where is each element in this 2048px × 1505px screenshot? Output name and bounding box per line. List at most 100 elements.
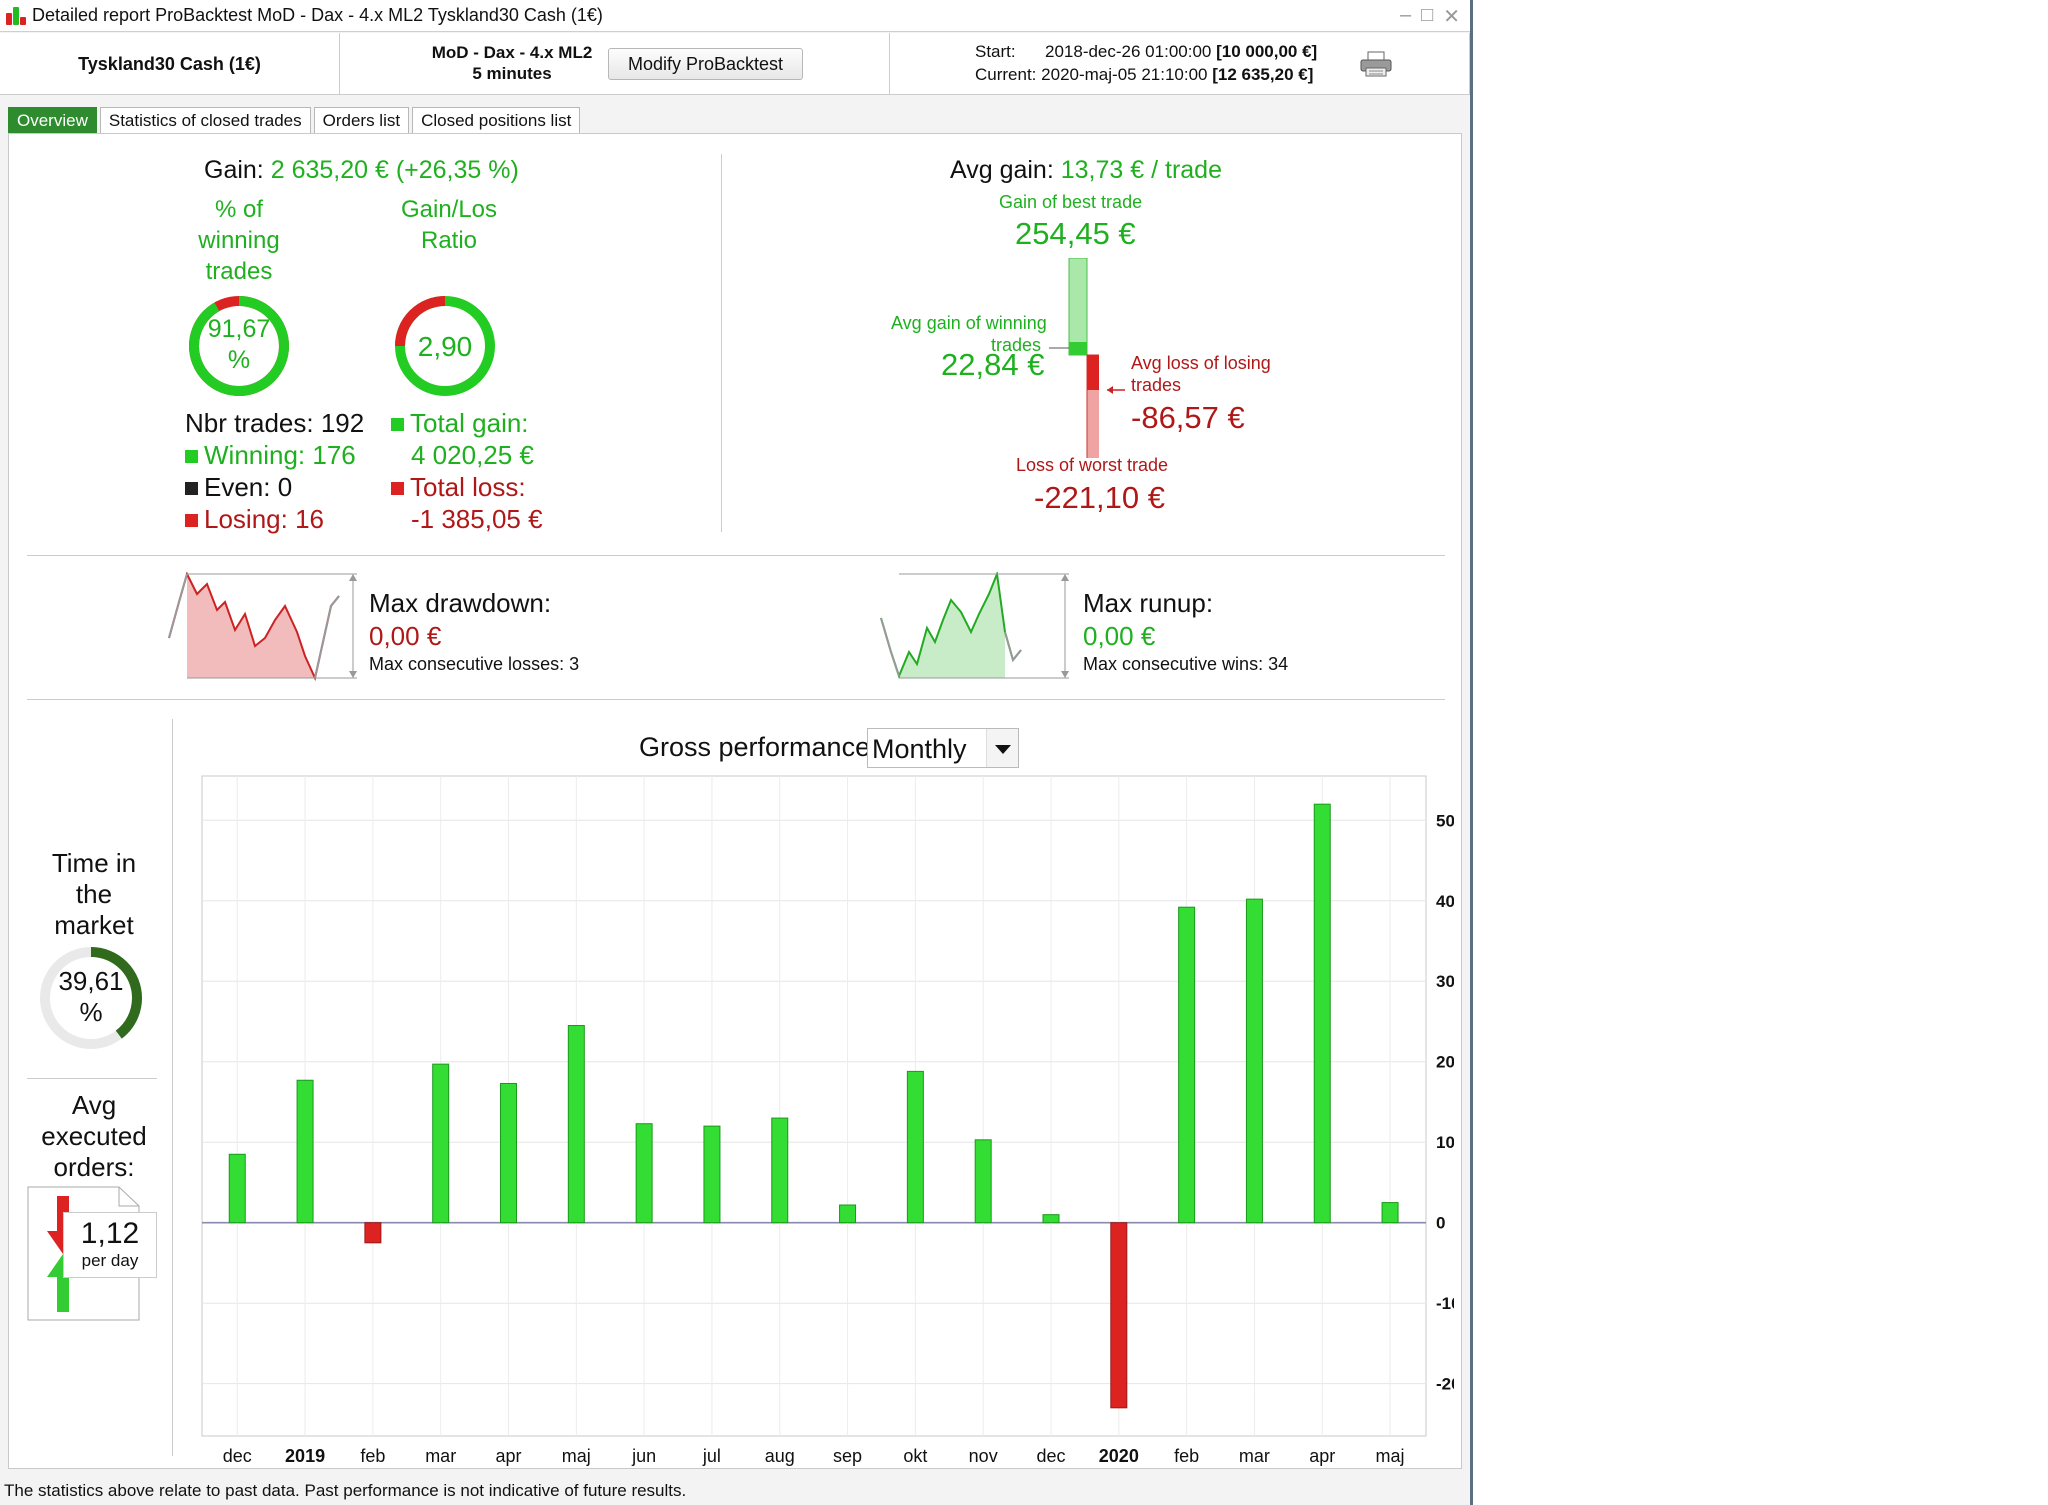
app-icon <box>4 5 26 27</box>
total-gain-label: Total gain: <box>391 408 529 439</box>
tab-closed-positions-list[interactable]: Closed positions list <box>412 107 581 133</box>
avg-orders-box: 1,12 per day <box>63 1212 157 1278</box>
y-tick-label: 500 <box>1436 811 1454 830</box>
maximize-icon[interactable]: □ <box>1421 4 1434 26</box>
divider <box>27 699 1445 700</box>
x-tick-label: nov <box>969 1446 998 1466</box>
printer-icon[interactable] <box>1360 51 1392 77</box>
x-tick-label: mar <box>1239 1446 1270 1466</box>
date-range: Start: 2018-dec-26 01:00:00 [10 000,00 €]… <box>890 33 1470 95</box>
tab-overview[interactable]: Overview <box>8 107 97 133</box>
max-consecutive-wins: Max consecutive wins: 34 <box>1083 654 1289 674</box>
x-tick-label: maj <box>562 1446 591 1466</box>
bar <box>1245 898 1263 1224</box>
bar <box>635 1123 653 1224</box>
start-date: 2018-dec-26 01:00:00 <box>1045 42 1212 61</box>
total-loss-label: Total loss: <box>391 472 526 503</box>
x-tick-label: dec <box>1036 1446 1065 1466</box>
current-date: 2020-maj-05 21:10:00 <box>1041 65 1208 84</box>
time-in-market-label: Time in the market <box>51 848 137 940</box>
winning-pct-value: 91,67% <box>207 315 271 374</box>
window-title: Detailed report ProBacktest MoD - Dax - … <box>32 5 603 25</box>
bar <box>364 1222 382 1244</box>
bar <box>1381 1202 1399 1224</box>
worst-trade-label: Loss of worst trade <box>1016 455 1169 475</box>
x-tick-label: apr <box>1309 1446 1335 1466</box>
x-tick-label: 2019 <box>285 1446 325 1466</box>
avg-trade-bars <box>1049 258 1099 458</box>
y-tick-label: 100 <box>1436 1133 1454 1152</box>
x-tick-label: dec <box>223 1446 252 1466</box>
strategy-info: MoD - Dax - 4.x ML2 5 minutes Modify ProB… <box>340 33 890 95</box>
column-divider <box>172 719 173 1456</box>
bar <box>228 1153 246 1224</box>
divider <box>27 555 1445 556</box>
disclaimer: The statistics above relate to past data… <box>4 1481 687 1500</box>
section-divider <box>721 154 722 532</box>
current-value: [12 635,20 €] <box>1212 65 1314 84</box>
black-square-icon <box>185 482 198 495</box>
avg-loss-value: -86,57 € <box>1131 400 1245 435</box>
x-tick-label: feb <box>1174 1446 1199 1466</box>
bar <box>771 1117 789 1224</box>
max-drawdown-label: Max drawdown: <box>369 588 552 618</box>
nbr-trades: Nbr trades: 192 <box>185 408 365 438</box>
close-icon[interactable]: ✕ <box>1443 6 1460 28</box>
modify-probacktest-button[interactable]: Modify ProBacktest <box>608 48 803 80</box>
y-tick-label: 0 <box>1436 1214 1445 1233</box>
gain-value: 2 635,20 € (+26,35 %) <box>270 156 519 184</box>
winning-pct-gauge <box>189 296 289 396</box>
y-tick-label: 200 <box>1436 1053 1454 1072</box>
drawdown-sparkline <box>168 572 357 682</box>
title-bar: Detailed report ProBacktest MoD - Dax - … <box>0 0 1470 32</box>
max-runup-value: 0,00 € <box>1083 621 1156 651</box>
gross-performance-chart: -200 -100 0 100 200 300 400 500 dec 2019 feb mar apr… <box>201 775 1454 1466</box>
losing-trades: Losing: 16 <box>185 504 324 535</box>
bar <box>296 1079 314 1224</box>
tab-orders-list[interactable]: Orders list <box>313 107 410 133</box>
best-trade-label: Gain of best trade <box>999 192 1143 212</box>
gain-loss-ratio-gauge <box>395 296 495 396</box>
bar <box>1042 1214 1060 1224</box>
report-header: Tyskland30 Cash (1€) MoD - Dax - 4.x ML2… <box>0 33 1470 95</box>
bar <box>906 1070 924 1224</box>
gain-loss-ratio-value: 2,90 <box>417 331 473 362</box>
overview-panel: Gain: 2 635,20 € (+26,35 %) % of winning t… <box>8 133 1462 1469</box>
avg-orders-unit: per day <box>81 1251 139 1270</box>
winning-trades: Winning: 176 <box>185 440 356 471</box>
x-tick-label: jun <box>631 1446 656 1466</box>
x-tick-label: sep <box>833 1446 862 1466</box>
current-label: Current: <box>975 65 1037 84</box>
winning-pct-label: % of winning trades <box>198 196 280 285</box>
red-square-icon <box>185 514 198 527</box>
divider <box>27 1078 157 1079</box>
time-in-market-value: 39,61% <box>58 966 124 1027</box>
instrument-name: Tyskland30 Cash (1€) <box>0 33 340 95</box>
bar <box>1110 1222 1128 1409</box>
x-tick-label: 2020 <box>1099 1446 1139 1466</box>
bar <box>974 1139 992 1224</box>
total-loss-value: -1 385,05 € <box>411 504 543 534</box>
gain-summary: Gain: 2 635,20 € (+26,35 %) <box>204 156 519 185</box>
max-drawdown-value: 0,00 € <box>369 621 442 651</box>
total-gain-value: 4 020,25 € <box>411 440 534 470</box>
minimize-icon[interactable]: – <box>1400 4 1412 26</box>
max-consecutive-losses: Max consecutive losses: 3 <box>369 654 580 674</box>
strategy-name: MoD - Dax - 4.x ML2 <box>431 43 593 62</box>
x-tick-label: mar <box>425 1446 456 1466</box>
x-tick-label: apr <box>496 1446 522 1466</box>
avg-orders-value: 1,12 <box>80 1217 140 1250</box>
period-select[interactable]: Monthly <box>867 728 1019 768</box>
y-tick-label: 400 <box>1436 892 1454 911</box>
chevron-down-icon[interactable] <box>986 729 1018 767</box>
start-value: [10 000,00 €] <box>1216 42 1318 61</box>
tab-statistics-closed-trades[interactable]: Statistics of closed trades <box>99 107 311 133</box>
bar <box>432 1063 450 1224</box>
x-tick-label: okt <box>903 1446 927 1466</box>
report-window: Detailed report ProBacktest MoD - Dax - … <box>0 0 1473 1505</box>
gain-loss-ratio-label: Gain/Los Ratio <box>400 196 498 254</box>
arrow-left-icon <box>1107 386 1125 394</box>
max-runup-label: Max runup: <box>1083 588 1214 618</box>
worst-trade-value: -221,10 € <box>1034 480 1165 515</box>
avg-win-value: 22,84 € <box>941 347 1045 382</box>
